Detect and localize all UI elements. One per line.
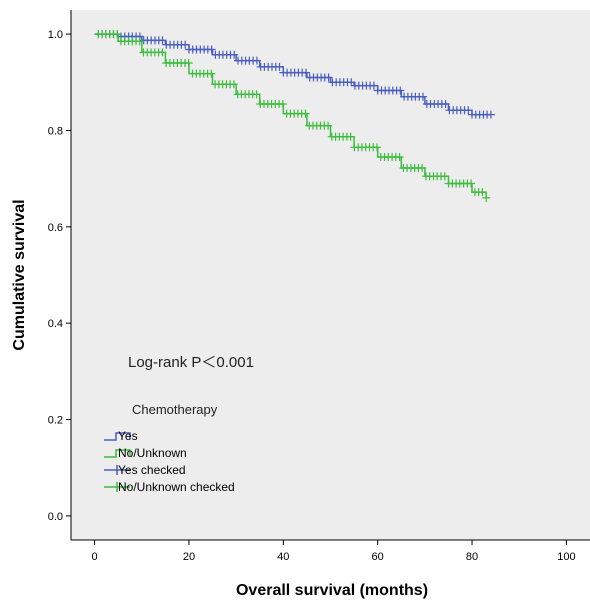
censor-mark (302, 68, 310, 77)
legend-step-symbol (104, 432, 131, 441)
legend-items: Yes No/Unknown Yes checked No/Unknown check… (104, 429, 235, 494)
legend-entry: No/Unknown (104, 446, 187, 460)
plot-background (71, 10, 590, 540)
censor-mark (229, 80, 238, 89)
censor-mark (440, 172, 449, 181)
censor-mark (207, 69, 216, 78)
censor-mark (478, 188, 487, 197)
x-tick-label: 0 (92, 551, 98, 563)
censor-mark (158, 48, 167, 57)
legend-entry: Yes checked (104, 463, 186, 477)
censor-mark (467, 179, 476, 188)
censor-mark (369, 81, 378, 90)
x-tick-label: 20 (183, 551, 195, 563)
y-tick-label: 1.0 (48, 29, 63, 41)
series-layer (94, 30, 495, 202)
censor-marks-no-unknown (94, 30, 491, 202)
censor-mark (373, 143, 381, 152)
legend-censor-symbol (104, 482, 130, 492)
censor-mark (324, 121, 333, 130)
censor-mark (113, 30, 122, 39)
y-tick-label: 0.6 (48, 222, 63, 234)
censor-mark (158, 36, 167, 45)
censor-mark (278, 100, 287, 108)
y-tick-label: 0.2 (48, 415, 63, 427)
censor-mark (207, 45, 216, 54)
censor-mark (275, 62, 284, 71)
censor-mark (181, 40, 190, 49)
y-tick-label: 0.8 (48, 125, 63, 137)
censor-mark (396, 86, 405, 95)
censor-mark (346, 132, 355, 141)
x-tick-label: 100 (557, 551, 575, 563)
censor-mark (252, 56, 261, 65)
censor-mark (135, 37, 144, 46)
censor-mark (230, 50, 239, 59)
censor-mark (486, 110, 495, 119)
censor-mark (347, 78, 356, 87)
y-axis-title: Cumulative survival (11, 199, 28, 350)
legend-title: Chemotherapy (132, 402, 218, 417)
censor-mark (395, 153, 404, 161)
legend-step-symbol (104, 449, 131, 458)
censor-mark (464, 106, 473, 115)
x-axis-title: Overall survival (months) (236, 582, 428, 599)
legend-censor-symbol (104, 465, 130, 475)
legend-label: Yes (118, 429, 138, 443)
censor-mark (301, 109, 310, 118)
censor-mark (252, 90, 261, 99)
legend: Chemotherapy Yes No/Unknown Yes checked No/… (104, 402, 235, 494)
censor-mark (418, 164, 427, 172)
x-tick-label: 60 (372, 551, 384, 563)
censor-mark (184, 59, 193, 67)
legend-entry: Yes (104, 429, 138, 443)
log-rank-annotation: Log-rank P＜0.001 (128, 354, 254, 371)
censor-mark (419, 92, 427, 101)
y-axis-ticks: 0.0 0.2 0.4 0.6 0.8 1.0 (48, 29, 71, 523)
x-axis-ticks: 0 20 40 60 80 100 (92, 540, 576, 563)
legend-entry: No/Unknown checked (104, 480, 235, 494)
legend-label: No/Unknown (118, 446, 187, 460)
legend-label: Yes checked (118, 463, 186, 477)
x-tick-label: 40 (277, 551, 289, 563)
censor-mark (441, 100, 450, 108)
censor-mark (482, 193, 491, 202)
x-tick-label: 80 (466, 551, 478, 563)
y-tick-label: 0.4 (48, 318, 63, 330)
censor-mark (324, 73, 333, 82)
legend-label: No/Unknown checked (118, 480, 235, 494)
y-tick-label: 0.0 (48, 511, 63, 523)
